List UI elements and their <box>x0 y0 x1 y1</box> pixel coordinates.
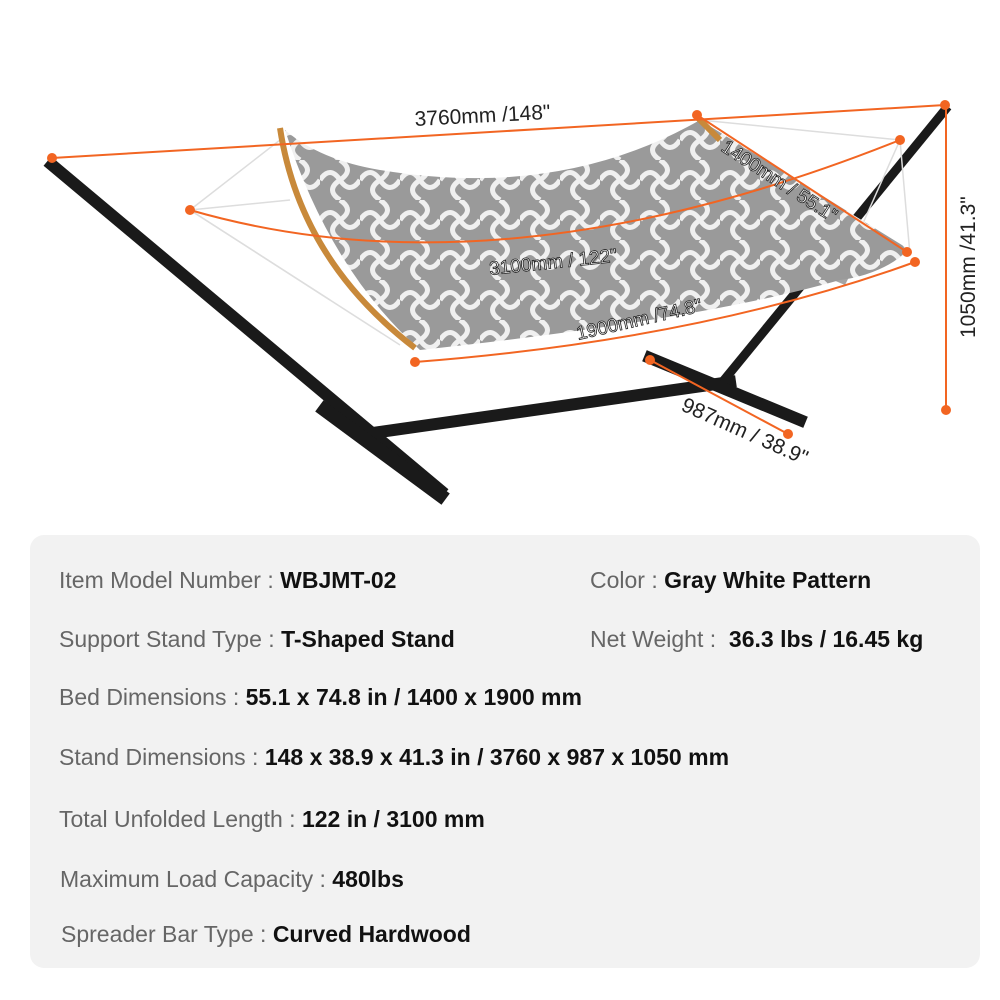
spec-label: Maximum Load Capacity : <box>60 866 333 892</box>
hammock-bed <box>285 120 910 350</box>
spec-value: WBJMT-02 <box>280 567 397 593</box>
spec-label: Spreader Bar Type : <box>61 921 273 947</box>
spec-panel: Item Model Number : WBJMT-02 Color : Gra… <box>30 535 980 968</box>
spec-model-number: Item Model Number : WBJMT-02 <box>59 567 396 594</box>
hammock-illustration: 3760mm /148" 1400mm / 55.1" 3100mm / 122… <box>43 100 980 505</box>
spec-label: Item Model Number : <box>59 567 281 593</box>
spec-label: Stand Dimensions : <box>59 744 265 770</box>
spec-label: Color : <box>590 567 665 593</box>
spec-value: 122 in / 3100 mm <box>301 806 485 832</box>
spec-value: Curved Hardwood <box>272 921 471 947</box>
spec-value: 148 x 38.9 x 41.3 in / 3760 x 987 x 1050… <box>264 744 730 770</box>
spec-stand-dimensions: Stand Dimensions : 148 x 38.9 x 41.3 in … <box>59 744 729 771</box>
spec-color: Color : Gray White Pattern <box>590 567 871 594</box>
dim-stand-height: 1050mm /41.3" <box>957 196 980 338</box>
spec-value: 55.1 x 74.8 in / 1400 x 1900 mm <box>245 684 582 710</box>
pillow <box>655 185 855 285</box>
spec-label: Bed Dimensions : <box>59 684 246 710</box>
spec-value: 480lbs <box>332 866 404 892</box>
dim-stand-length: 3760mm /148" <box>414 101 551 131</box>
spec-value: Gray White Pattern <box>664 567 872 593</box>
spec-bed-dimensions: Bed Dimensions : 55.1 x 74.8 in / 1400 x… <box>59 684 582 711</box>
spec-value: T-Shaped Stand <box>281 626 455 652</box>
spec-net-weight: Net Weight : 36.3 lbs / 16.45 kg <box>590 626 923 653</box>
spec-value: 36.3 lbs / 16.45 kg <box>728 626 924 652</box>
spec-label: Support Stand Type : <box>59 626 282 652</box>
spec-spreader-bar: Spreader Bar Type : Curved Hardwood <box>61 921 471 948</box>
spec-label: Total Unfolded Length : <box>59 806 302 832</box>
spec-stand-type: Support Stand Type : T-Shaped Stand <box>59 626 455 653</box>
spreader-bar-left <box>277 127 417 351</box>
spec-load-capacity: Maximum Load Capacity : 480lbs <box>60 866 404 893</box>
spec-label: Net Weight : <box>590 626 729 652</box>
spec-total-length: Total Unfolded Length : 122 in / 3100 mm <box>59 806 485 833</box>
